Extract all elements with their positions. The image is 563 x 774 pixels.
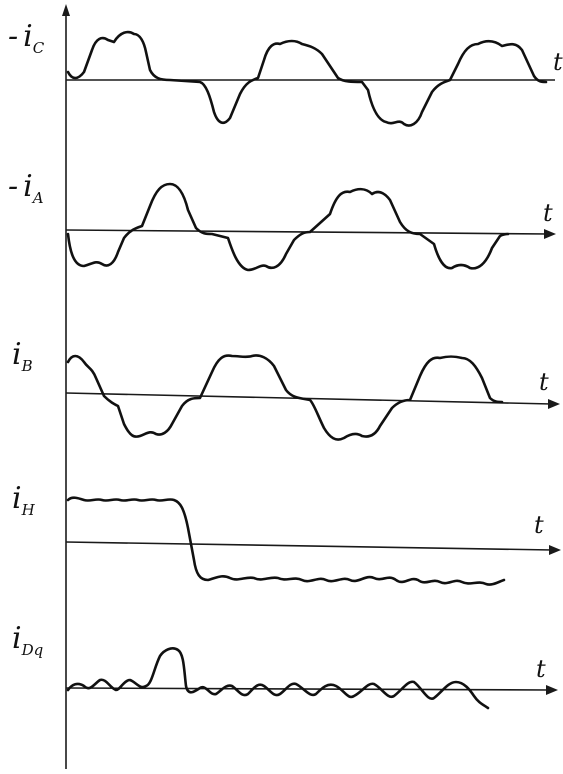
svg-text:iH: iH bbox=[12, 481, 36, 519]
svg-text:iB: iB bbox=[12, 337, 33, 375]
svg-text:-iA: - iA bbox=[8, 169, 44, 207]
t-label-ic: t bbox=[553, 48, 563, 76]
svg-text:-iC: - iC bbox=[8, 19, 45, 57]
time-axis-arrow-ih bbox=[549, 545, 561, 555]
label-ih: iH bbox=[12, 481, 36, 519]
t-label-ia: t bbox=[543, 199, 553, 227]
label-idq: iDq bbox=[12, 621, 43, 659]
label-ic-sub: C bbox=[33, 39, 45, 57]
label-ia: - iA bbox=[8, 169, 44, 207]
label-ia-sub: A bbox=[31, 189, 44, 207]
t-label-idq: t bbox=[536, 655, 546, 683]
vertical-axis-arrow bbox=[62, 4, 70, 16]
label-ih-main: i bbox=[12, 481, 22, 516]
waveform-idq bbox=[66, 647, 490, 710]
label-ia-sign: - bbox=[8, 169, 18, 204]
time-axis-arrow-ia bbox=[544, 229, 556, 239]
label-ic: - iC bbox=[8, 19, 45, 57]
label-idq-sub: Dq bbox=[21, 641, 44, 659]
label-ib-main: i bbox=[12, 337, 22, 372]
svg-text:iDq: iDq bbox=[12, 621, 43, 659]
time-axis-idq bbox=[65, 687, 551, 691]
label-idq-main: i bbox=[12, 621, 22, 656]
time-axis-arrow-ib bbox=[548, 399, 560, 409]
waveform-ih bbox=[66, 496, 506, 586]
label-ib: iB bbox=[12, 337, 33, 375]
time-axis-arrow-idq bbox=[546, 685, 558, 695]
waveform-ia bbox=[66, 182, 510, 272]
t-label-ib: t bbox=[539, 368, 549, 396]
time-axis-ih bbox=[65, 541, 554, 551]
waveform-ib bbox=[66, 354, 504, 441]
label-ia-main: i bbox=[23, 169, 33, 204]
t-label-ih: t bbox=[534, 511, 544, 539]
label-ic-sign: - bbox=[8, 19, 18, 54]
label-ic-main: i bbox=[23, 19, 33, 54]
waveform-ic bbox=[66, 30, 548, 127]
label-ib-sub: B bbox=[21, 357, 33, 375]
label-ih-sub: H bbox=[21, 501, 36, 519]
